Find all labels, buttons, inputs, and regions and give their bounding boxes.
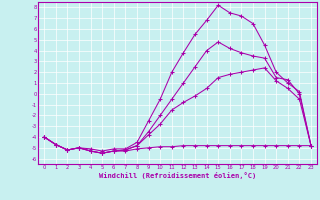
X-axis label: Windchill (Refroidissement éolien,°C): Windchill (Refroidissement éolien,°C) [99,172,256,179]
